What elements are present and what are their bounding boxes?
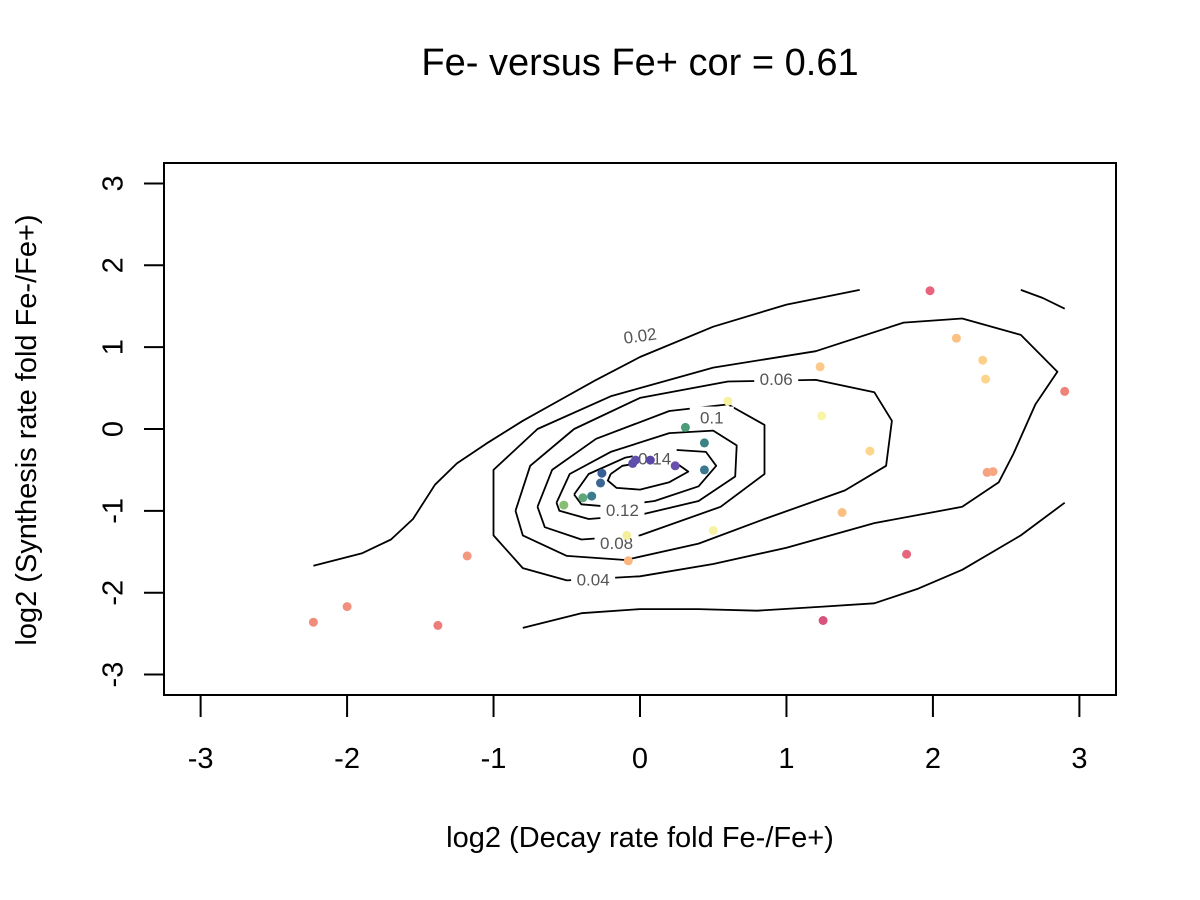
data-point	[623, 556, 633, 566]
contour-line-0.04-0	[492, 317, 1059, 582]
contour-line-0.02-2	[522, 501, 1066, 629]
y-axis: -3 -2 -1 0 1 2 3	[98, 175, 165, 688]
data-point	[1060, 386, 1070, 396]
density-contours: 0.020.040.060.080.10.120.14	[313, 289, 1066, 629]
data-point	[631, 455, 641, 465]
x-tick-label: -3	[188, 743, 214, 775]
data-point	[670, 461, 680, 471]
data-point	[597, 468, 607, 478]
data-point	[699, 465, 709, 475]
data-point	[817, 411, 827, 421]
data-point	[342, 602, 352, 612]
data-point	[708, 526, 718, 535]
y-tick-label: 2	[98, 257, 130, 273]
plot-frame	[163, 162, 1117, 696]
data-point	[308, 617, 318, 627]
data-point	[837, 508, 847, 517]
y-tick-label: 1	[98, 339, 130, 355]
data-point	[815, 362, 825, 372]
data-point	[622, 530, 632, 540]
data-point	[988, 467, 998, 477]
data-point	[559, 500, 569, 510]
x-axis-title: log2 (Decay rate fold Fe-/Fe+)	[446, 822, 834, 854]
y-axis-title: log2 (Synthesis rate fold Fe-/Fe+)	[11, 214, 43, 645]
data-point	[587, 491, 597, 501]
contour-line-0.02-1	[1020, 289, 1066, 310]
contour-label: 0.06	[760, 370, 793, 389]
data-point	[981, 374, 991, 384]
x-tick-label: 1	[778, 743, 794, 775]
contour-label-bg	[600, 499, 645, 520]
data-point	[433, 620, 443, 630]
data-point	[723, 396, 733, 406]
data-point	[699, 438, 709, 448]
contour-label-bg	[616, 321, 664, 348]
data-point	[578, 493, 588, 503]
y-tick-label: 0	[98, 421, 130, 437]
x-tick-label: 0	[632, 743, 648, 775]
contour-label-bg	[632, 447, 677, 468]
data-point	[462, 551, 472, 561]
data-point	[978, 355, 988, 365]
data-point	[925, 286, 935, 296]
y-tick-label: -3	[98, 662, 130, 688]
contour-label-bg	[689, 406, 734, 427]
y-tick-label: 3	[98, 175, 130, 191]
y-tick-label: -1	[98, 498, 130, 524]
x-tick-label: -1	[481, 743, 507, 775]
contour-line-0.08-0	[536, 403, 766, 541]
chart-title: Fe- versus Fe+ cor = 0.61	[421, 42, 858, 84]
x-axis: -3 -2 -1 0 1 2 3	[188, 694, 1087, 775]
contour-label: 0.04	[577, 571, 610, 590]
contour-label: 0.02	[622, 324, 657, 347]
data-point	[902, 549, 912, 559]
data-point	[645, 455, 655, 465]
y-tick-label: -2	[98, 580, 130, 606]
data-point	[818, 616, 828, 625]
data-point	[680, 422, 690, 432]
data-point	[865, 446, 875, 456]
x-tick-label: 2	[925, 743, 941, 775]
data-point	[596, 478, 605, 488]
contour-label-bg	[571, 568, 616, 589]
data-point	[951, 333, 961, 343]
x-tick-label: -2	[334, 743, 360, 775]
contour-label: 0.1	[700, 409, 724, 428]
contour-label-bg	[754, 368, 799, 389]
x-tick-label: 3	[1071, 743, 1087, 775]
contour-label: 0.12	[606, 501, 639, 520]
data-points	[308, 286, 1070, 630]
contour-line-0.06-0	[514, 379, 893, 561]
contour-line-0.1-0	[555, 429, 738, 520]
contour-line-0.02-0	[313, 289, 860, 567]
